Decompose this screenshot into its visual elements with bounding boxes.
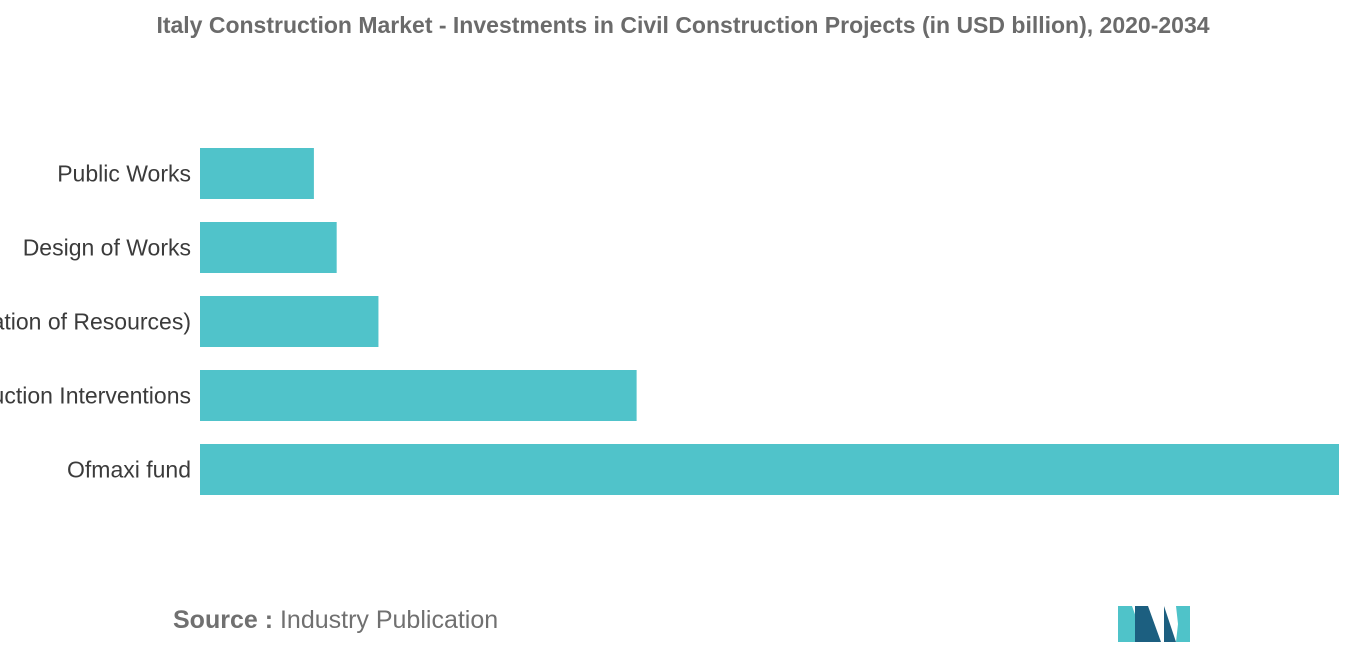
bar-2 (200, 296, 379, 347)
bar-1 (200, 222, 337, 273)
category-label-2: Purchase (Allocation of Resources) (0, 309, 191, 335)
bar-0 (200, 148, 314, 199)
category-label-1: Design of Works (23, 235, 191, 261)
category-label-0: Public Works (57, 161, 191, 187)
source-label: Source : (173, 606, 274, 634)
category-label-3: Reconstruction Interventions (0, 383, 191, 409)
source-note: Source : Industry Publication (173, 606, 498, 635)
category-label-4: Ofmaxi fund (67, 457, 191, 483)
bar-4 (200, 444, 1339, 495)
source-text: Industry Publication (279, 606, 499, 634)
chart-title: Italy Construction Market - Investments … (156, 12, 1210, 38)
brand-logo-icon (1118, 606, 1190, 642)
bar-3 (200, 370, 637, 421)
